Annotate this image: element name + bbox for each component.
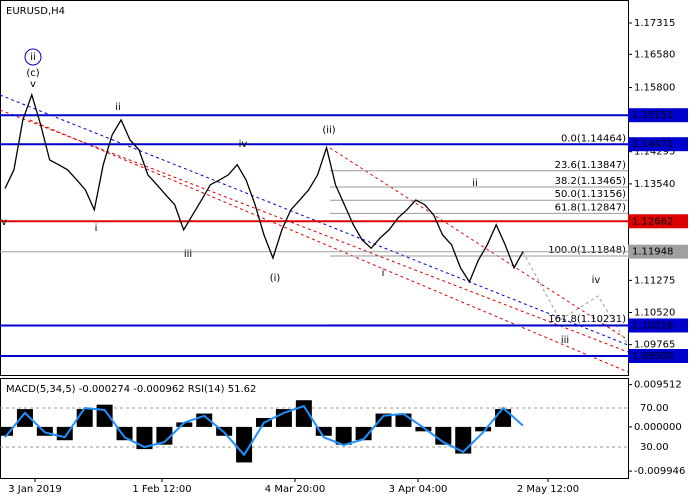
wave-label: i bbox=[382, 268, 385, 279]
trend-line bbox=[329, 147, 629, 341]
macd-bar bbox=[335, 426, 352, 445]
level-label: 1.12662 bbox=[632, 216, 673, 227]
fib-label: 23.6(1.13847) bbox=[555, 160, 627, 171]
y-tick-label: 1.13540 bbox=[634, 179, 675, 190]
wave-label: i bbox=[95, 223, 98, 234]
level-label: 1.09500 bbox=[632, 351, 673, 362]
rsi-line bbox=[4, 404, 524, 457]
price-line bbox=[4, 92, 524, 284]
macd-bar bbox=[475, 426, 492, 432]
wave-label: v bbox=[1, 217, 7, 228]
level-label: 1.10216 bbox=[632, 320, 673, 331]
projection bbox=[522, 251, 629, 346]
wave-label: (i) bbox=[270, 273, 281, 284]
macd-bar bbox=[136, 426, 153, 450]
macd-bar bbox=[156, 426, 173, 445]
y-tick-label: 1.11275 bbox=[634, 275, 675, 286]
level-box bbox=[628, 108, 688, 123]
macd-bar bbox=[415, 426, 432, 432]
level-label: 1.14471 bbox=[632, 139, 673, 150]
y2-tick-label: 30.00 bbox=[640, 442, 669, 453]
y-tick-label: 1.17315 bbox=[634, 18, 675, 29]
macd-bar bbox=[355, 426, 372, 441]
level-label: 1.15151 bbox=[632, 110, 673, 121]
price-panel bbox=[0, 0, 629, 376]
level-box bbox=[628, 348, 688, 363]
macd-bar bbox=[0, 426, 13, 436]
macd-bar bbox=[375, 413, 392, 427]
x-tick-label: 3 Apr 04:00 bbox=[389, 484, 448, 495]
macd-bar bbox=[96, 404, 113, 427]
level-label: 1.11948 bbox=[632, 247, 673, 258]
y-tick-label: 1.15800 bbox=[634, 83, 675, 94]
wave-label: iii bbox=[184, 249, 192, 260]
indicator-title: MACD(5,34,5) -0.000274 -0.000962 RSI(14)… bbox=[6, 384, 256, 395]
macd-bar bbox=[395, 413, 412, 427]
chart-title: EURUSD,H4 bbox=[6, 6, 65, 17]
wave-label: iv bbox=[239, 139, 248, 150]
y-tick-label: 1.14295 bbox=[634, 147, 675, 158]
y-tick-label: -0.009946 bbox=[634, 466, 685, 477]
x-tick-label: 3 Jan 2019 bbox=[8, 484, 62, 495]
macd-bar bbox=[16, 409, 33, 427]
x-tick-label: 1 Feb 12:00 bbox=[132, 484, 191, 495]
wave-label: ii bbox=[115, 102, 121, 113]
level-box bbox=[628, 244, 688, 259]
macd-bar bbox=[236, 426, 253, 463]
wave-label: (ii) bbox=[322, 125, 335, 136]
trend-line bbox=[0, 94, 629, 346]
macd-bar bbox=[275, 409, 292, 427]
fib-label: 100.0(1.11848) bbox=[548, 245, 626, 256]
wave-label: ii bbox=[472, 178, 478, 189]
x-tick-label: 2 May 12:00 bbox=[517, 484, 579, 495]
level-box bbox=[628, 214, 688, 229]
macd-bar bbox=[315, 426, 332, 436]
y-tick-label: 0.000000 bbox=[634, 422, 682, 433]
trend-line bbox=[0, 109, 629, 353]
trend-line bbox=[29, 119, 629, 373]
y-tick-label: 1.16580 bbox=[634, 49, 675, 60]
wave-label: v bbox=[30, 79, 36, 90]
wave-label: (c) bbox=[26, 68, 39, 79]
wave-label: ii bbox=[30, 52, 36, 63]
fib-label: 50.0(1.13156) bbox=[555, 189, 627, 200]
y-tick-label: 0.009512 bbox=[634, 380, 682, 391]
fib-label: 0.0(1.14464) bbox=[561, 133, 626, 144]
fib-label: 61.8(1.12847) bbox=[555, 202, 627, 213]
y-tick-label: 1.09765 bbox=[634, 340, 675, 351]
wave-label: iv bbox=[592, 275, 601, 286]
y2-tick-label: 70.00 bbox=[640, 403, 669, 414]
x-tick-label: 4 Mar 20:00 bbox=[265, 484, 325, 495]
macd-bar bbox=[176, 422, 193, 427]
level-box bbox=[628, 318, 688, 333]
y-tick-label: 1.10520 bbox=[634, 308, 675, 319]
fib-label: 161.8(1.10231) bbox=[548, 314, 626, 325]
wave-label: iii bbox=[561, 335, 569, 346]
fib-label: 38.2(1.13465) bbox=[555, 176, 627, 187]
level-box bbox=[628, 137, 688, 152]
wave-circle bbox=[24, 48, 42, 66]
